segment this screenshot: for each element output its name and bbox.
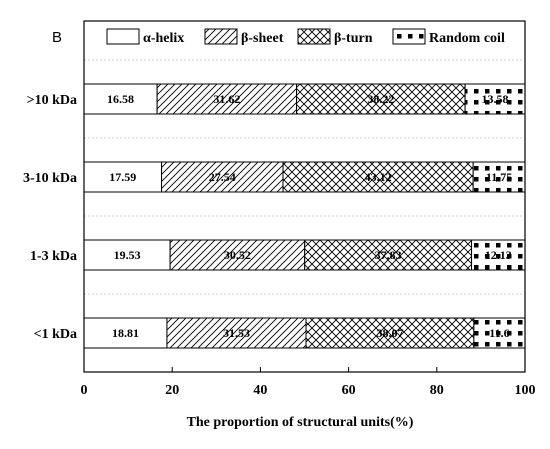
bar-segment-sheet: [169, 239, 306, 271]
category-label: 1-3 kDa: [30, 249, 77, 264]
x-axis: 0 20 40 60 80 100: [81, 367, 536, 398]
panel-letter: B: [52, 29, 62, 46]
bar-segment-random-coil: [464, 83, 526, 115]
x-tick-label: 60: [342, 383, 356, 398]
data-label-turn: 38.07: [376, 326, 403, 340]
legend-swatch-turn: [297, 28, 331, 45]
bar-segment-random-coil: [471, 239, 526, 271]
data-label-turn: 43.12: [365, 170, 392, 184]
bar-segment-sheet: [156, 83, 298, 115]
x-axis-title: The proportion of structural units(%): [187, 415, 414, 430]
category-label: <1 kDa: [34, 327, 77, 342]
legend-label-helix: α-helix: [143, 31, 184, 46]
x-tick-label: 40: [253, 383, 267, 398]
legend-swatch-helix: [106, 28, 140, 45]
data-label-random-coil: 13.58: [482, 92, 509, 106]
data-label-random-coil: 12.13: [485, 248, 512, 262]
category-label: >10 kDa: [27, 93, 77, 108]
bar-segment-sheet: [161, 161, 284, 193]
data-label-random-coil: 11.6: [489, 326, 509, 340]
data-label-helix: 19.53: [114, 248, 141, 262]
grid-lines: [84, 59, 525, 295]
x-tick-label: 20: [165, 383, 179, 398]
bar-segment-sheet: [166, 317, 307, 349]
bars: [83, 83, 526, 349]
data-label-sheet: 27.54: [209, 170, 236, 184]
data-label-sheet: 30.52: [224, 248, 251, 262]
data-labels: 16.58 31.62 38.22 13.58 17.59 27.54 43.12 11.75…: [107, 92, 512, 340]
plot-frame: [83, 20, 526, 373]
legend-label-turn: β-turn: [334, 31, 373, 46]
bar-segment-turn: [296, 83, 466, 115]
data-label-helix: 17.59: [109, 170, 136, 184]
legend-label-random-coil: Random coil: [429, 31, 505, 46]
data-label-helix: 16.58: [107, 92, 134, 106]
data-label-random-coil: 11.75: [486, 170, 512, 184]
data-label-helix: 18.81: [112, 326, 139, 340]
legend-swatch-sheet: [204, 28, 238, 45]
x-tick-label: 80: [430, 383, 444, 398]
category-label: 3-10 kDa: [23, 171, 77, 186]
data-label-turn: 37.83: [375, 248, 402, 262]
data-label-sheet: 31.53: [223, 326, 250, 340]
bar-segment-turn: [282, 161, 474, 193]
data-label-sheet: 31.62: [213, 92, 240, 106]
bar-segment-turn: [305, 317, 475, 349]
legend-swatch-random-coil: [392, 28, 426, 45]
legend-label-sheet: β-sheet: [241, 31, 284, 46]
legend: α-helix β-sheet β-turn Random coil: [106, 28, 505, 46]
x-tick-label: 0: [81, 383, 88, 398]
x-tick-label: 100: [515, 383, 536, 398]
category-labels: >10 kDa 3-10 kDa 1-3 kDa <1 kDa: [23, 93, 77, 342]
data-label-turn: 38.22: [367, 92, 394, 106]
